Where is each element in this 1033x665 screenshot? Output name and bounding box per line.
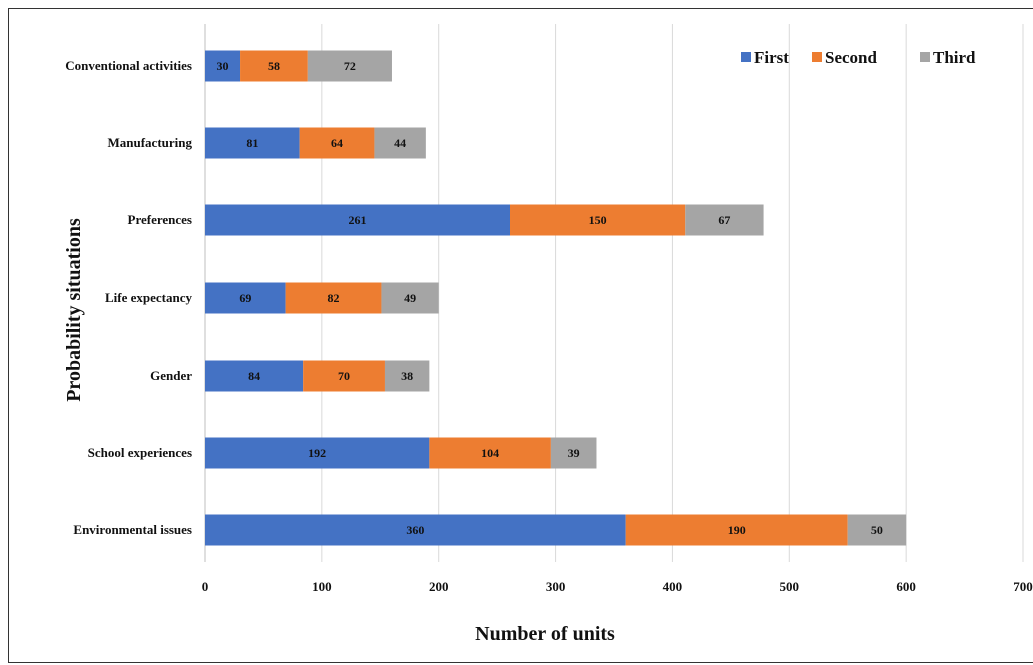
legend-swatch-first bbox=[741, 52, 751, 62]
x-tick-label: 0 bbox=[202, 579, 209, 594]
bar-first bbox=[205, 514, 626, 546]
legend-swatch-third bbox=[920, 52, 930, 62]
data-label: 360 bbox=[406, 523, 424, 537]
legend-label-first: First bbox=[754, 48, 789, 67]
bar-second bbox=[303, 360, 385, 392]
data-label: 44 bbox=[394, 136, 406, 150]
bar-third bbox=[384, 360, 430, 392]
data-label: 72 bbox=[344, 59, 356, 73]
data-label: 70 bbox=[338, 369, 350, 383]
x-tick-labels: 0 100 200 300 400 500 600 700 bbox=[202, 579, 1033, 594]
data-label: 261 bbox=[348, 213, 366, 227]
data-label: 150 bbox=[589, 213, 607, 227]
x-tick-label: 300 bbox=[546, 579, 566, 594]
bar-second bbox=[625, 514, 848, 546]
data-label: 50 bbox=[871, 523, 883, 537]
data-label: 192 bbox=[308, 446, 326, 460]
bar-second bbox=[240, 50, 308, 82]
legend-swatch-second bbox=[812, 52, 822, 62]
category-label: Environmental issues bbox=[73, 522, 192, 537]
bar-second bbox=[509, 204, 686, 236]
x-axis-title: Number of units bbox=[475, 623, 615, 645]
bar-third bbox=[381, 282, 439, 314]
bar-third bbox=[307, 50, 392, 82]
bar-first bbox=[205, 127, 300, 159]
data-label: 64 bbox=[331, 136, 343, 150]
bar-third bbox=[550, 437, 597, 469]
data-label: 190 bbox=[728, 523, 746, 537]
data-label: 58 bbox=[268, 59, 280, 73]
category-label: Preferences bbox=[128, 212, 192, 227]
x-tick-label: 600 bbox=[896, 579, 916, 594]
data-label: 81 bbox=[246, 136, 258, 150]
chart-frame bbox=[8, 8, 1033, 663]
category-label: Manufacturing bbox=[108, 135, 193, 150]
bar-second bbox=[299, 127, 375, 159]
legend-label-second: Second bbox=[825, 48, 878, 67]
data-label: 38 bbox=[401, 369, 413, 383]
bar-third bbox=[847, 514, 907, 546]
legend: First Second Third bbox=[741, 48, 976, 67]
data-label: 30 bbox=[217, 59, 229, 73]
y-axis-title: Probability situations bbox=[63, 218, 85, 402]
bar-first bbox=[205, 50, 241, 82]
x-tick-label: 700 bbox=[1013, 579, 1033, 594]
data-label: 49 bbox=[404, 291, 416, 305]
data-label: 39 bbox=[568, 446, 580, 460]
x-tick-label: 400 bbox=[663, 579, 683, 594]
bar-first bbox=[205, 204, 510, 236]
bar-second bbox=[285, 282, 382, 314]
category-label: School experiences bbox=[88, 445, 192, 460]
bar-third bbox=[374, 127, 426, 159]
x-tick-label: 500 bbox=[780, 579, 800, 594]
data-label: 82 bbox=[328, 291, 340, 305]
bar-first bbox=[205, 282, 286, 314]
bar-first bbox=[205, 360, 304, 392]
category-label: Gender bbox=[150, 368, 192, 383]
bar-first bbox=[205, 437, 430, 469]
category-label: Conventional activities bbox=[65, 58, 192, 73]
data-label: 69 bbox=[239, 291, 251, 305]
data-label: 84 bbox=[248, 369, 260, 383]
category-label: Life expectancy bbox=[105, 290, 193, 305]
legend-label-third: Third bbox=[933, 48, 976, 67]
category-labels: Conventional activities Manufacturing Pref… bbox=[65, 58, 192, 537]
data-label: 67 bbox=[718, 213, 730, 227]
data-label: 104 bbox=[481, 446, 499, 460]
bar-third bbox=[685, 204, 764, 236]
x-tick-label: 100 bbox=[312, 579, 332, 594]
bars: 30 58 72 81 64 44 261 150 67 69 82 49 84 70 38 192 104 39… bbox=[205, 50, 907, 546]
bar-second bbox=[429, 437, 551, 469]
x-tick-label: 200 bbox=[429, 579, 449, 594]
